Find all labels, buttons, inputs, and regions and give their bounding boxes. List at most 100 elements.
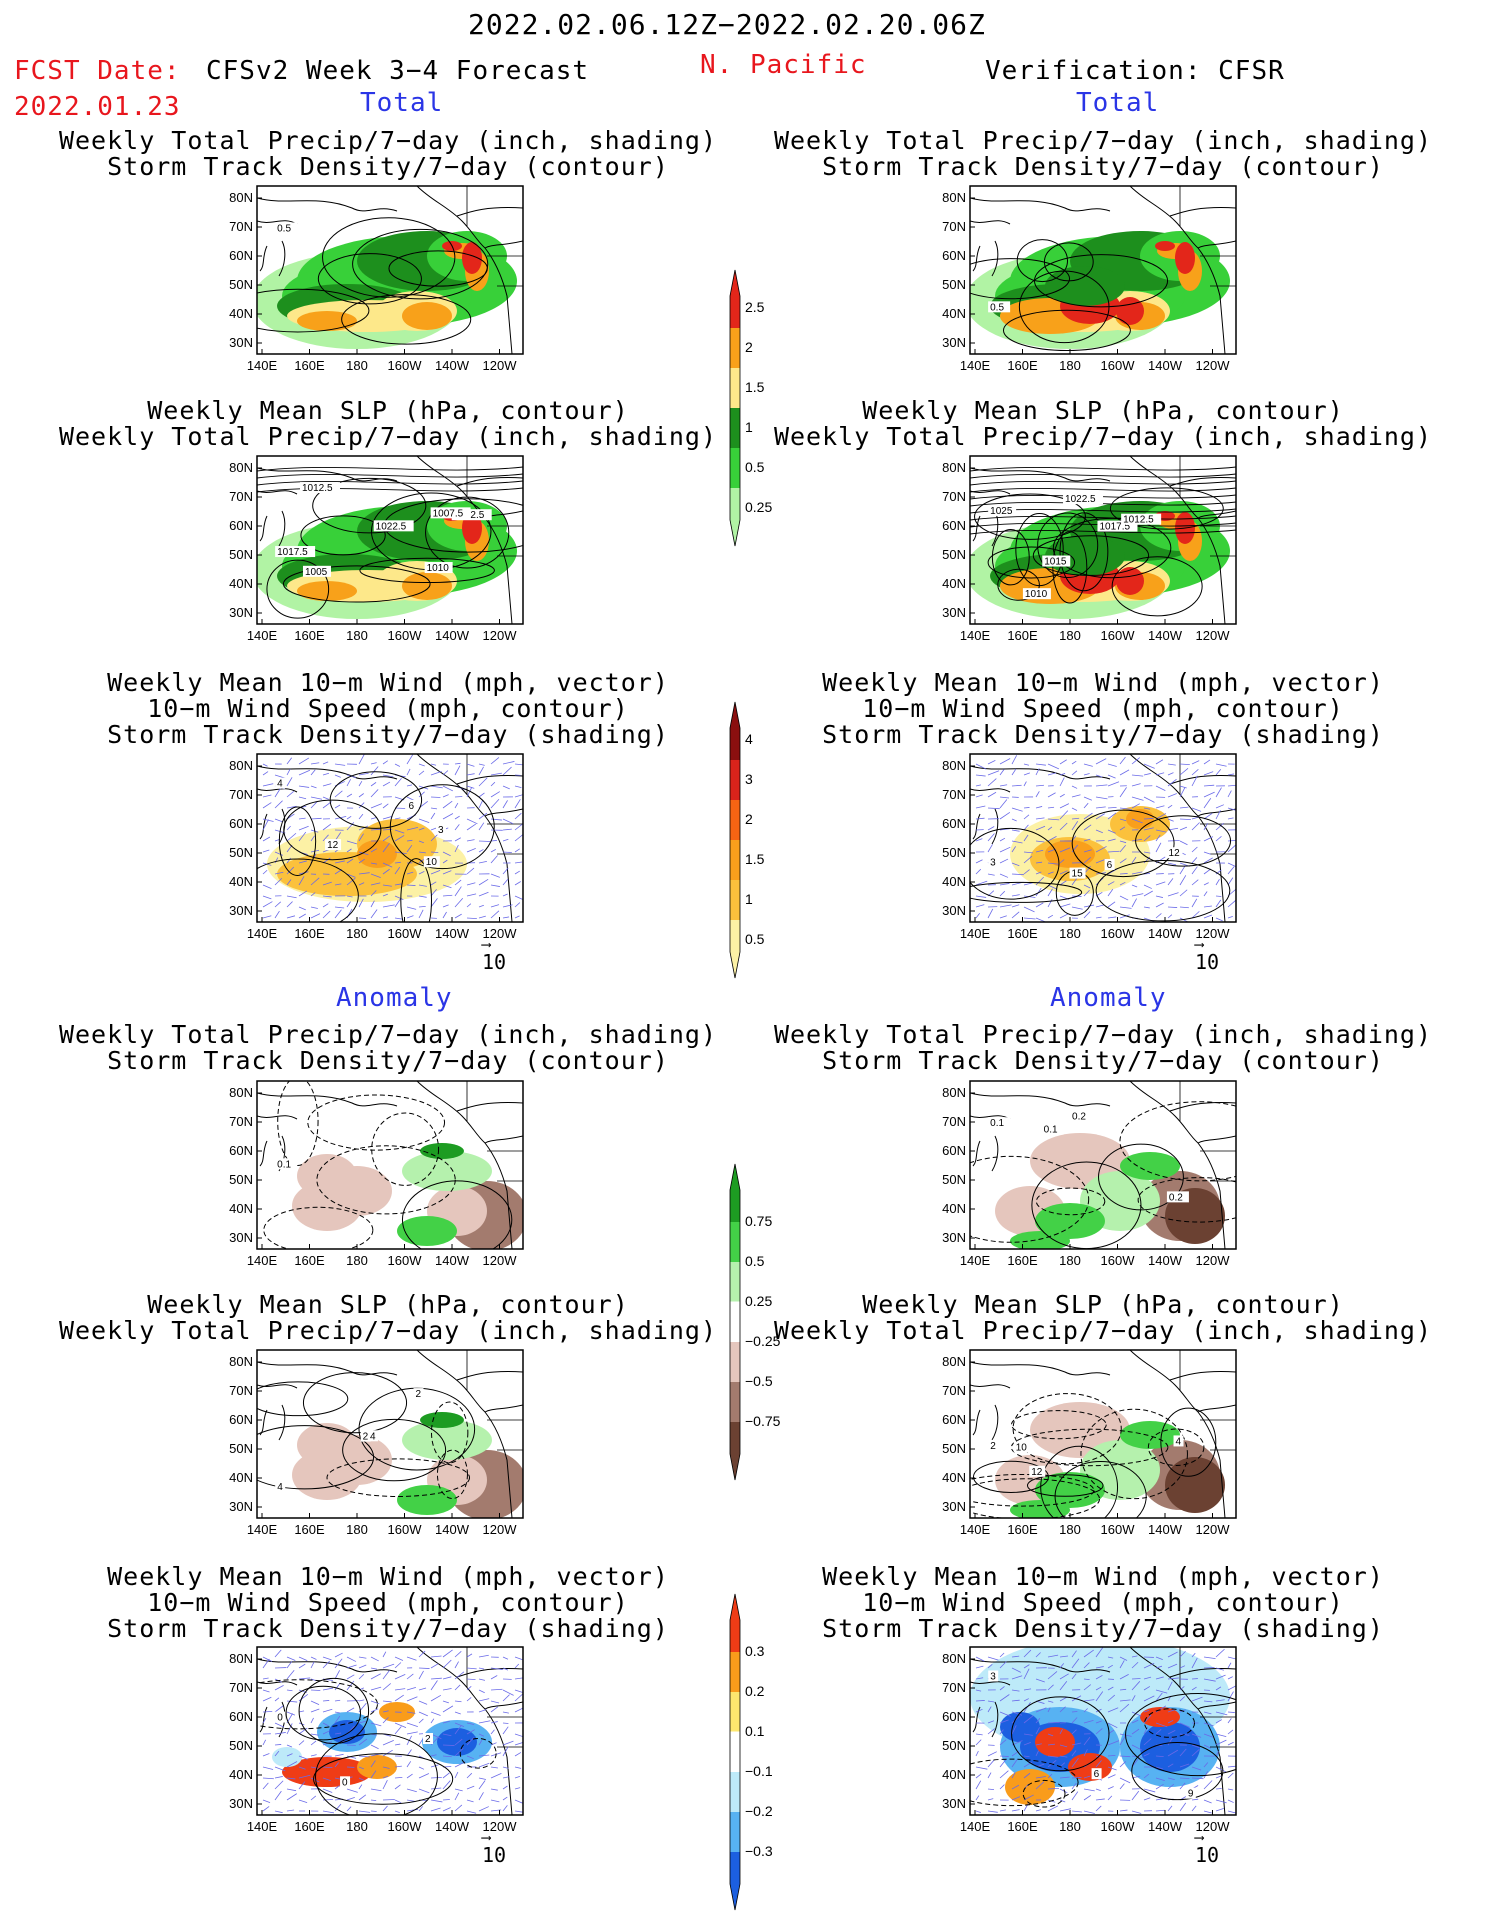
lat-label: 80N <box>229 758 253 773</box>
lat-label: 40N <box>942 1767 966 1782</box>
colorbar-swatch <box>730 1164 740 1222</box>
colorbar-swatch <box>730 880 740 920</box>
colorbar-label: −0.75 <box>745 1413 781 1429</box>
contour-label: 1022.5 <box>376 521 407 532</box>
lon-label: 140W <box>435 1522 470 1537</box>
panel-title-line: Weekly Total Precip/7−day (inch, shading… <box>753 1020 1453 1049</box>
panel-title-line: Weekly Total Precip/7−day (inch, shading… <box>38 1020 738 1049</box>
colorbar-label: 1.5 <box>745 851 765 867</box>
panel-title-line: Weekly Mean 10−m Wind (mph, vector) <box>38 1562 738 1591</box>
wind-vector <box>1168 907 1177 908</box>
lat-label: 80N <box>942 1651 966 1666</box>
shading-cell <box>402 302 452 330</box>
contour-label: 1010 <box>1025 589 1048 600</box>
lon-label: 140E <box>247 628 278 643</box>
shading-cell <box>329 1720 365 1744</box>
lat-label: 30N <box>942 1796 966 1811</box>
contour-label: 3 <box>990 858 996 869</box>
wind-vector <box>1072 1711 1077 1712</box>
lon-label: 160W <box>388 628 423 643</box>
lat-label: 80N <box>942 1085 966 1100</box>
colorbar-swatch <box>730 488 740 546</box>
lat-label: 70N <box>229 1383 253 1398</box>
lat-label: 80N <box>942 1354 966 1369</box>
contour-label: 6 <box>1107 860 1113 871</box>
contour-label: 0.1 <box>990 1118 1004 1129</box>
colorbar-label: 1 <box>745 891 753 907</box>
panel-title-line: Weekly Total Precip/7−day (inch, shading… <box>38 1316 738 1345</box>
lon-label: 160E <box>294 628 325 643</box>
lon-label: 160E <box>1007 358 1038 373</box>
lon-label: 160E <box>294 358 325 373</box>
panel-title-line: Storm Track Density/7−day (contour) <box>38 1046 738 1075</box>
lat-label: 70N <box>942 1383 966 1398</box>
colorbar-label: −0.5 <box>745 1373 773 1389</box>
lon-label: 140W <box>435 358 470 373</box>
period-title: 2022.02.06.12Z−2022.02.20.06Z <box>468 8 986 41</box>
map-svg: 1017.51022.51002.510051007.510101012.580… <box>197 448 533 652</box>
lat-label: 40N <box>229 576 253 591</box>
map-plot-area: 102510151017.51022.510101012.580N70N60N5… <box>942 456 1236 643</box>
contour-label: 12 <box>327 840 339 851</box>
panel-title-line: Weekly Total Precip/7−day (inch, shading… <box>753 422 1453 451</box>
lon-label: 140W <box>1148 628 1183 643</box>
lon-label: 180 <box>346 926 368 941</box>
lon-label: 160E <box>1007 1253 1038 1268</box>
colorbar-swatch <box>730 1382 740 1422</box>
vector-arrow: ⟶ <box>1195 940 1219 950</box>
lon-label: 160W <box>1101 1819 1136 1834</box>
lon-label: 140E <box>247 926 278 941</box>
lat-label: 30N <box>942 1230 966 1245</box>
lon-label: 160E <box>1007 628 1038 643</box>
contour-label: 0.2 <box>1169 1192 1183 1203</box>
lon-label: 140W <box>435 628 470 643</box>
lon-label: 160W <box>1101 1522 1136 1537</box>
lat-label: 80N <box>229 460 253 475</box>
vector-reference-value: 10 <box>482 950 506 974</box>
lat-label: 60N <box>229 1143 253 1158</box>
wind-vector <box>407 885 415 886</box>
wind-vector <box>275 1744 281 1745</box>
lat-label: 70N <box>229 787 253 802</box>
lat-label: 40N <box>229 1470 253 1485</box>
lat-label: 60N <box>942 1412 966 1427</box>
lon-label: 160W <box>1101 1253 1136 1268</box>
colorbar-swatch <box>730 1772 740 1812</box>
lon-label: 140W <box>435 1819 470 1834</box>
contour-label: 15 <box>1072 869 1084 880</box>
lat-label: 30N <box>229 605 253 620</box>
lon-label: 140E <box>960 628 991 643</box>
contour-label: 1017.5 <box>277 547 308 558</box>
lat-label: 50N <box>942 1172 966 1187</box>
lat-label: 70N <box>942 787 966 802</box>
lat-label: 50N <box>229 845 253 860</box>
contour-label: 9 <box>1188 1789 1194 1800</box>
lat-label: 70N <box>229 1680 253 1695</box>
colorbar-label: 2.5 <box>745 299 765 315</box>
lon-label: 140W <box>1148 1819 1183 1834</box>
contour-label: 1012.5 <box>1123 515 1154 526</box>
colorbar-label: 0.75 <box>745 1213 772 1229</box>
contour-label: 0 <box>277 1713 283 1724</box>
lon-label: 120W <box>1196 358 1231 373</box>
panel-title-line: Storm Track Density/7−day (shading) <box>38 720 738 749</box>
panel-title-line: Weekly Mean SLP (hPa, contour) <box>38 396 738 425</box>
lat-label: 50N <box>942 547 966 562</box>
lon-label: 180 <box>346 1819 368 1834</box>
contour-label: 4 <box>1176 1436 1182 1447</box>
lat-label: 70N <box>942 489 966 504</box>
